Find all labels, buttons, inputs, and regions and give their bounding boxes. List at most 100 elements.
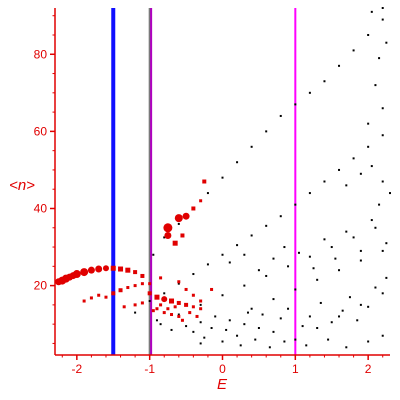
- data-point: [236, 334, 239, 337]
- data-point: [345, 230, 348, 233]
- data-point: [385, 242, 388, 245]
- data-point: [126, 286, 130, 290]
- y-tick-label: 60: [34, 124, 48, 138]
- data-point: [102, 265, 109, 272]
- data-point: [323, 180, 326, 183]
- data-point: [323, 238, 326, 241]
- data-point: [191, 293, 195, 297]
- data-point: [118, 266, 124, 272]
- data-point: [265, 130, 268, 133]
- data-point: [140, 301, 144, 305]
- data-point: [345, 346, 348, 349]
- data-point: [180, 318, 184, 322]
- data-point: [221, 253, 224, 256]
- data-point: [250, 234, 253, 237]
- data-point: [338, 315, 341, 318]
- data-point: [352, 157, 355, 160]
- data-point: [243, 323, 246, 326]
- data-point: [161, 296, 168, 303]
- data-point: [152, 253, 155, 256]
- data-point: [133, 303, 137, 307]
- data-point: [199, 307, 203, 311]
- data-point: [180, 233, 185, 238]
- data-point: [374, 84, 377, 87]
- data-point: [327, 338, 330, 341]
- data-point: [170, 328, 173, 331]
- vertical-lines: [111, 8, 297, 355]
- data-point: [185, 325, 188, 328]
- data-point: [133, 284, 137, 288]
- data-point: [334, 257, 337, 260]
- data-point: [177, 313, 180, 316]
- data-point: [294, 288, 297, 291]
- data-point: [345, 184, 348, 187]
- data-point: [104, 295, 108, 299]
- data-point: [163, 292, 166, 295]
- data-point: [279, 215, 282, 218]
- data-point: [236, 244, 239, 247]
- data-point: [162, 311, 166, 315]
- data-point: [279, 114, 282, 117]
- data-point: [297, 251, 300, 254]
- data-point: [148, 282, 152, 286]
- data-point: [228, 261, 231, 264]
- data-point: [272, 330, 275, 333]
- data-point: [243, 284, 246, 287]
- data-point: [155, 319, 158, 322]
- data-point: [356, 319, 359, 322]
- y-axis-label: <n>: [9, 177, 35, 194]
- data-point: [155, 307, 159, 311]
- x-tick-label: -1: [144, 362, 155, 376]
- data-point: [221, 340, 224, 343]
- data-point: [359, 172, 362, 175]
- data-point: [308, 315, 311, 318]
- data-point: [221, 294, 224, 297]
- data-point: [272, 257, 275, 260]
- data-point: [308, 192, 311, 195]
- x-tick-label: 0: [219, 362, 226, 376]
- x-tick-label: 1: [292, 362, 299, 376]
- data-point: [199, 342, 202, 345]
- black-series: [134, 7, 391, 349]
- data-point: [265, 274, 268, 277]
- data-point: [348, 296, 351, 299]
- data-point: [294, 103, 297, 106]
- data-point: [170, 313, 174, 317]
- data-point: [188, 311, 192, 315]
- data-point: [367, 122, 370, 125]
- data-point: [166, 307, 170, 311]
- data-point: [305, 344, 308, 347]
- data-point: [159, 303, 163, 307]
- y-ticks: 20 40 60 80: [34, 15, 55, 344]
- data-point: [163, 236, 166, 239]
- data-point: [206, 192, 209, 195]
- data-point: [206, 263, 209, 266]
- data-point: [330, 246, 333, 249]
- data-point: [261, 313, 264, 316]
- data-point: [199, 299, 203, 303]
- data-point: [374, 226, 377, 229]
- data-point: [250, 145, 253, 148]
- red-series: [55, 179, 214, 322]
- data-point: [122, 305, 126, 309]
- data-point: [374, 286, 377, 289]
- data-point: [385, 41, 388, 44]
- data-point: [381, 134, 384, 137]
- data-point: [174, 214, 183, 223]
- data-point: [257, 269, 260, 272]
- data-point: [246, 311, 249, 314]
- data-point: [257, 327, 260, 330]
- data-point: [381, 292, 384, 295]
- data-point: [359, 249, 362, 252]
- data-point: [250, 307, 253, 310]
- data-point: [385, 276, 388, 279]
- data-point: [268, 346, 271, 349]
- data-point: [192, 330, 195, 333]
- data-point: [191, 206, 196, 211]
- data-point: [338, 168, 341, 171]
- data-point: [370, 10, 373, 13]
- data-point: [330, 321, 333, 324]
- data-point: [367, 340, 370, 343]
- data-point: [287, 265, 290, 268]
- data-point: [80, 268, 89, 277]
